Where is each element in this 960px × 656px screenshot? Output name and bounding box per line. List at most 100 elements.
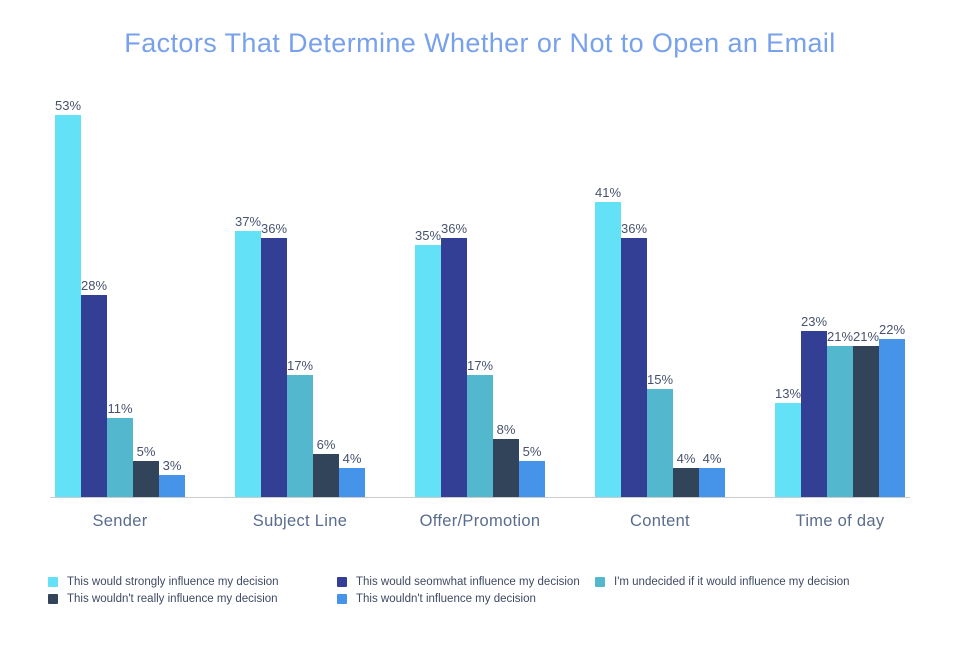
bar-column: 4% <box>673 452 699 497</box>
value-label: 15% <box>646 372 674 387</box>
chart-legend: This would strongly influence my decisio… <box>48 575 928 611</box>
value-label: 6% <box>316 436 336 452</box>
bar-offer-promotion-s3 <box>467 374 493 497</box>
bar-content-s4 <box>673 468 699 497</box>
category-group-content: 41% 36% 15% 4% 4% Content <box>595 99 725 530</box>
legend-label: This wouldn't really influence my decisi… <box>67 592 278 605</box>
bar-column: 8% <box>493 423 519 497</box>
bar-subject-line-s3 <box>287 374 313 497</box>
chart-title: Factors That Determine Whether or Not to… <box>124 28 836 58</box>
bar-subject-line-s1 <box>235 230 261 497</box>
category-label-subject-line: Subject Line <box>252 512 348 530</box>
value-label: 17% <box>466 357 494 373</box>
bar-column: 21% <box>827 330 853 497</box>
bar-column: 13% <box>775 387 801 497</box>
bar-content-s3 <box>647 389 673 497</box>
value-label: 21% <box>826 328 854 344</box>
value-label: 21% <box>852 328 880 344</box>
value-label: 36% <box>260 220 288 236</box>
legend-label: I'm undecided if it would influence my d… <box>614 575 850 588</box>
bar-column: 23% <box>801 315 827 497</box>
category-group-subject-line: 37% 36% 17% 6% 4% Subject Line <box>235 99 365 530</box>
category-label-content: Content <box>630 512 690 530</box>
value-label: 4% <box>676 451 696 467</box>
bar-offer-promotion-s2 <box>441 237 467 497</box>
legend-item-i-m-undecided-if-it-would-influence-my-d: I'm undecided if it would influence my d… <box>595 575 850 588</box>
value-label: 36% <box>620 220 648 236</box>
bar-column: 53% <box>55 99 81 497</box>
bar-subject-line-s4 <box>313 453 339 497</box>
legend-swatch-icon <box>337 593 347 604</box>
bar-column: 3% <box>159 459 185 497</box>
value-label: 5% <box>522 444 542 459</box>
bar-sender-s3 <box>107 417 133 497</box>
bar-column: 6% <box>313 438 339 497</box>
value-label: 35% <box>414 228 442 243</box>
legend-swatch-icon <box>48 593 58 604</box>
bar-column: 35% <box>415 229 441 497</box>
bar-column: 37% <box>235 215 261 497</box>
value-label: 13% <box>774 386 802 402</box>
value-label: 8% <box>496 422 516 438</box>
bar-sender-s4 <box>133 461 159 497</box>
value-label: 41% <box>594 184 622 200</box>
bar-offer-promotion-s5 <box>519 461 545 497</box>
value-label: 3% <box>162 458 182 474</box>
value-label: 11% <box>107 400 133 416</box>
legend-label: This would seomwhat influence my decisio… <box>356 575 580 588</box>
bar-content-s2 <box>621 237 647 497</box>
legend-label: This wouldn't influence my decision <box>356 592 536 605</box>
bar-content-s1 <box>595 201 621 497</box>
bar-column: 17% <box>287 359 313 497</box>
bar-time-of-day-s5 <box>879 338 905 497</box>
bar-sender-s1 <box>55 115 81 497</box>
value-label: 23% <box>800 314 828 330</box>
bar-column: 17% <box>467 359 493 497</box>
bar-time-of-day-s4 <box>853 345 879 497</box>
legend-swatch-icon <box>48 576 58 587</box>
bar-column: 28% <box>81 279 107 497</box>
value-label: 17% <box>286 357 314 373</box>
bar-time-of-day-s3 <box>827 345 853 497</box>
legend-item-this-wouldn-t-influence-my-decision: This wouldn't influence my decision <box>337 592 536 605</box>
legend-label: This would strongly influence my decisio… <box>67 575 279 588</box>
bar-sender-s2 <box>81 295 107 497</box>
legend-item-this-would-seomwhat-influence-my-decisio: This would seomwhat influence my decisio… <box>337 575 580 588</box>
category-group-offer-promotion: 35% 36% 17% 8% 5% Offer/Promotion <box>415 99 545 530</box>
bar-column: 4% <box>699 452 725 497</box>
bar-column: 5% <box>133 445 159 497</box>
category-group-time-of-day: 13% 23% 21% 21% 22% Time of day <box>775 99 905 530</box>
bar-time-of-day-s1 <box>775 403 801 497</box>
value-label: 37% <box>234 213 262 229</box>
value-label: 53% <box>54 98 82 114</box>
value-label: 5% <box>136 444 156 459</box>
bar-column: 41% <box>595 186 621 497</box>
bar-chart-plot-area: 53% 28% 11% 5% 3% Sender 37% 36% 17% 6% 4% Subject … <box>50 99 910 530</box>
legend-swatch-icon <box>337 576 347 587</box>
value-label: 4% <box>342 451 362 467</box>
legend-item-this-wouldn-t-really-influence-my-decisi: This wouldn't really influence my decisi… <box>48 592 278 605</box>
bar-column: 15% <box>647 373 673 497</box>
bar-column: 36% <box>261 222 287 497</box>
category-label-sender: Sender <box>92 512 148 530</box>
bar-column: 4% <box>339 452 365 497</box>
bar-time-of-day-s2 <box>801 331 827 497</box>
bar-column: 11% <box>107 402 133 497</box>
x-axis-baseline <box>50 497 910 498</box>
bar-content-s5 <box>699 468 725 497</box>
value-label: 36% <box>440 220 468 236</box>
category-group-sender: 53% 28% 11% 5% 3% Sender <box>55 99 185 530</box>
bar-column: 21% <box>853 330 879 497</box>
value-label: 4% <box>702 451 722 467</box>
bar-offer-promotion-s1 <box>415 245 441 497</box>
category-label-time-of-day: Time of day <box>795 512 885 530</box>
bar-column: 36% <box>621 222 647 497</box>
bar-subject-line-s2 <box>261 237 287 497</box>
legend-swatch-icon <box>595 576 605 587</box>
bar-column: 36% <box>441 222 467 497</box>
value-label: 28% <box>80 278 108 294</box>
bar-subject-line-s5 <box>339 468 365 497</box>
bar-offer-promotion-s4 <box>493 439 519 497</box>
bar-column: 5% <box>519 445 545 497</box>
